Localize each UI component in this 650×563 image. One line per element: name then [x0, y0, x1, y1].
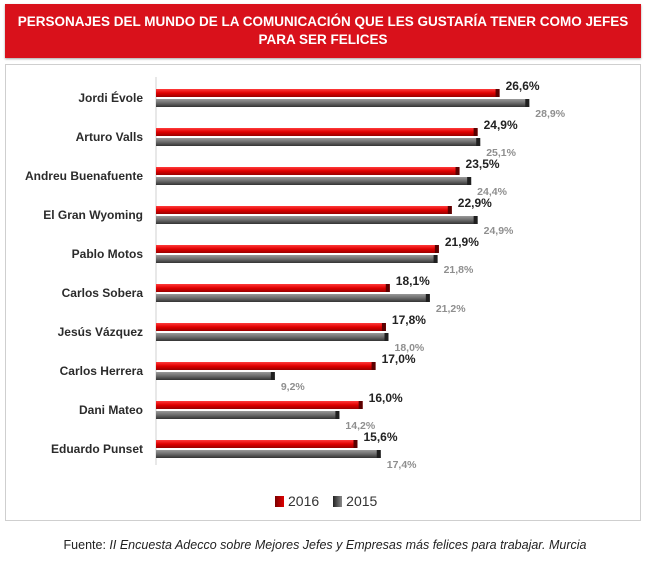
bar-2015-end	[335, 411, 340, 419]
bar-2015-end	[433, 255, 438, 263]
bar-2016-end	[371, 362, 376, 370]
legend-item-2015: 2015	[333, 493, 377, 509]
bar-2015-end	[270, 372, 275, 380]
bar-2016	[156, 440, 358, 448]
data-label-2016: 16,0%	[369, 391, 403, 405]
data-label-2016: 22,9%	[458, 196, 492, 210]
chart-frame: Jordi Évole 26,6% 28,9% Arturo Valls 24,9% 25…	[5, 64, 641, 521]
bar-2016-end	[353, 440, 358, 448]
bar-2016	[156, 401, 363, 409]
data-label-2015: 24,4%	[477, 186, 507, 198]
data-label-2015: 9,2%	[281, 381, 306, 393]
bar-2016-end	[473, 128, 478, 136]
category-label: Arturo Valls	[76, 130, 144, 144]
bar-2015	[156, 216, 478, 224]
data-label-2016: 18,1%	[396, 274, 430, 288]
bar-2015-end	[384, 333, 389, 341]
data-label-2016: 21,9%	[445, 235, 479, 249]
bar-2015	[156, 255, 438, 263]
legend-swatch-2016	[275, 495, 284, 507]
bar-chart: Jordi Évole 26,6% 28,9% Arturo Valls 24,9% 25…	[25, 77, 566, 471]
legend-label-2016: 2016	[288, 493, 320, 509]
data-label-2015: 18,0%	[395, 342, 425, 354]
bar-2015	[156, 177, 472, 185]
bar-2016	[156, 128, 478, 136]
category-label: Jordi Évole	[78, 90, 143, 105]
bar-2015	[156, 333, 389, 341]
bar-2015-end	[467, 177, 472, 185]
category-label: Carlos Sobera	[62, 286, 144, 300]
bar-2016	[156, 89, 500, 97]
data-label-2016: 24,9%	[484, 118, 518, 132]
bar-2016	[156, 362, 376, 370]
data-label-2016: 17,0%	[382, 352, 416, 366]
data-label-2015: 24,9%	[484, 225, 514, 237]
bar-2016	[156, 323, 386, 331]
category-label: Dani Mateo	[79, 403, 143, 417]
chart-title-banner: PERSONAJES DEL MUNDO DE LA COMUNICACIÓN …	[5, 4, 641, 58]
chart-title-line1: PERSONAJES DEL MUNDO DE LA COMUNICACIÓN …	[17, 14, 629, 29]
data-label-2016: 23,5%	[466, 157, 500, 171]
bar-2016-end	[455, 167, 460, 175]
category-label: El Gran Wyoming	[43, 208, 143, 222]
bar-2016-end	[381, 323, 386, 331]
chart-legend: 2016 2015	[275, 493, 377, 509]
bar-2015	[156, 294, 430, 302]
bar-2015-end	[473, 216, 478, 224]
data-label-2016: 17,8%	[392, 313, 426, 327]
bar-2016	[156, 206, 452, 214]
source-label: Fuente:	[63, 538, 106, 552]
bar-2016-end	[447, 206, 452, 214]
category-label: Carlos Herrera	[60, 364, 144, 378]
bar-2016	[156, 284, 390, 292]
bar-2015	[156, 99, 530, 107]
bar-2016-end	[358, 401, 363, 409]
category-label: Eduardo Punset	[51, 442, 143, 456]
bar-2016-end	[385, 284, 390, 292]
bar-2015	[156, 372, 275, 380]
data-label-2015: 28,9%	[535, 108, 565, 120]
source-text: II Encuesta Adecco sobre Mejores Jefes y…	[109, 538, 587, 552]
legend-item-2016: 2016	[275, 493, 319, 509]
data-label-2016: 15,6%	[364, 430, 398, 444]
bar-2015	[156, 411, 340, 419]
bar-2016-end	[495, 89, 500, 97]
bar-2015-end	[376, 450, 381, 458]
category-label: Pablo Motos	[72, 247, 144, 261]
legend-label-2015: 2015	[346, 493, 378, 509]
data-label-2015: 14,2%	[345, 420, 375, 432]
bar-2015-end	[525, 99, 530, 107]
bar-2015-end	[476, 138, 481, 146]
bar-2015-end	[425, 294, 430, 302]
data-label-2015: 21,8%	[444, 264, 474, 276]
bar-2016-end	[434, 245, 439, 253]
chart-title-line2: PARA SER FELICES	[258, 32, 388, 47]
legend-swatch-2015	[333, 495, 343, 507]
source-note: Fuente: II Encuesta Adecco sobre Mejores…	[0, 538, 650, 552]
data-label-2016: 26,6%	[506, 79, 540, 93]
bar-2016	[156, 245, 439, 253]
data-label-2015: 17,4%	[387, 459, 417, 471]
data-label-2015: 25,1%	[486, 147, 516, 159]
category-label: Andreu Buenafuente	[25, 169, 143, 183]
category-label: Jesús Vázquez	[58, 325, 143, 339]
data-label-2015: 21,2%	[436, 303, 466, 315]
bar-2015	[156, 138, 481, 146]
bar-2015	[156, 450, 381, 458]
bar-2016	[156, 167, 460, 175]
